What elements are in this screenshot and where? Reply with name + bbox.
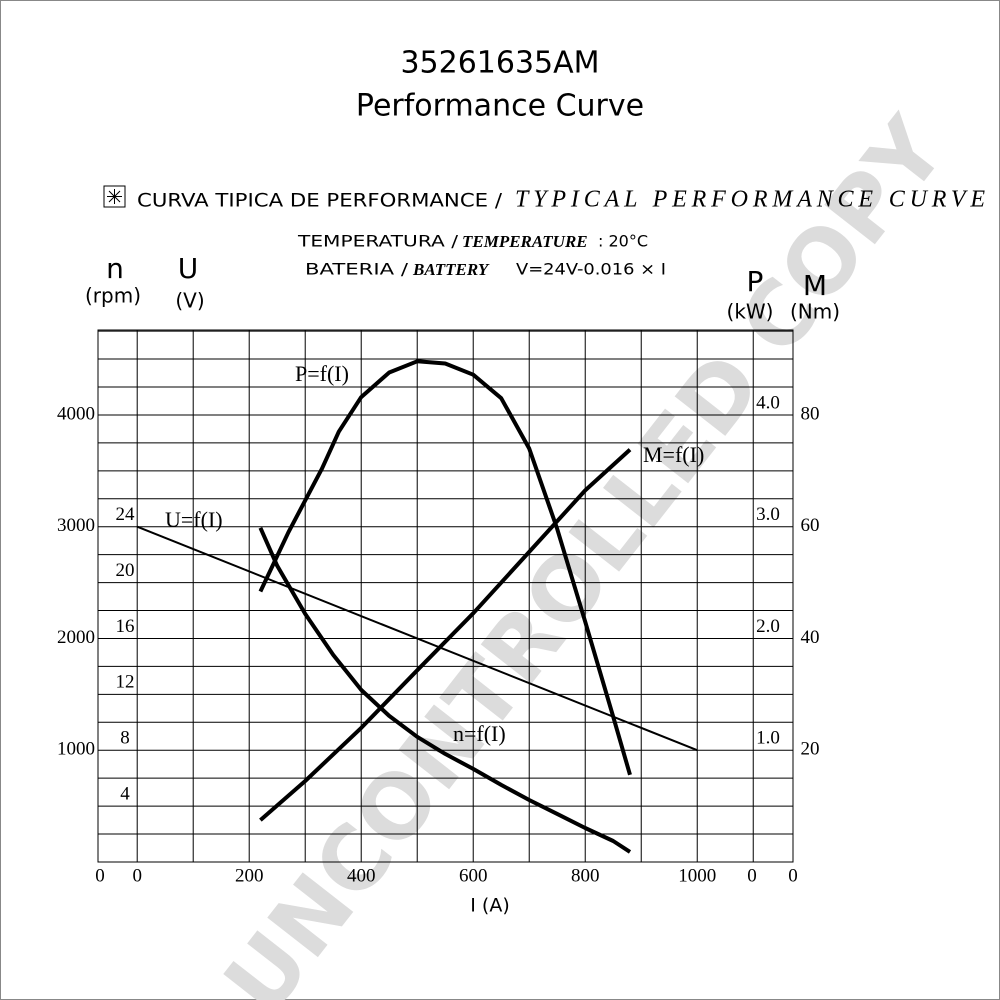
x-tick-label: 200 — [235, 865, 264, 886]
y-tick-label: 24 — [116, 504, 136, 525]
x-tick-label: 400 — [347, 865, 376, 886]
y-tick-label: 0 — [95, 865, 105, 886]
y-tick-label: 80 — [801, 403, 820, 424]
y-tick-label: 40 — [801, 627, 820, 648]
curve-label: U=f(I) — [165, 507, 223, 532]
curve — [258, 526, 632, 854]
battery-value: V=24V-0.016 × I — [516, 260, 666, 279]
y-tick-label: 3000 — [57, 515, 95, 536]
curve — [258, 359, 632, 776]
y-tick-label: 0 — [788, 865, 798, 886]
axis-unit: (kW) — [727, 300, 774, 324]
x-tick-label: 600 — [459, 865, 488, 886]
axis-name: M — [803, 269, 827, 302]
header-spanish: CURVA TIPICA DE PERFORMANCE / — [137, 190, 503, 212]
y-tick-label: 60 — [801, 515, 820, 536]
y-tick-label: 4000 — [57, 403, 95, 424]
chart-subtitle: Performance Curve — [356, 89, 644, 124]
y-tick-label: 12 — [116, 672, 135, 693]
y-tick-label: 4 — [120, 783, 130, 804]
x-tick-label: 0 — [132, 865, 142, 886]
battery-es: BATERIA / — [305, 260, 409, 279]
y-tick-label: 20 — [116, 560, 135, 581]
asterisk-box — [103, 185, 126, 208]
y-tick-label: 3.0 — [756, 504, 780, 525]
temperature-en: TEMPERATURE — [462, 232, 588, 251]
axis-name: P — [747, 265, 764, 298]
axis-name: U — [178, 252, 199, 285]
curve — [136, 525, 698, 752]
x-tick-label: 800 — [571, 865, 600, 886]
battery-en: BATTERY — [412, 260, 490, 279]
y-tick-label: 0 — [747, 865, 757, 886]
y-tick-label: 4.0 — [756, 392, 780, 413]
axis-unit: (Nm) — [790, 300, 840, 324]
chart-title: 35261635AM — [400, 46, 599, 81]
axis-unit: (V) — [175, 289, 204, 313]
y-tick-label: 16 — [116, 616, 135, 637]
x-tick-label: 1000 — [678, 865, 716, 886]
y-tick-label: 2000 — [57, 627, 95, 648]
curve-label: n=f(I) — [453, 721, 506, 746]
y-tick-label: 20 — [801, 739, 820, 760]
y-tick-label: 8 — [120, 728, 130, 749]
curve-label: M=f(I) — [643, 442, 704, 467]
temperature-value: : 20°C — [598, 232, 648, 251]
asterisk — [107, 189, 122, 204]
axis-name: n — [106, 252, 124, 285]
curve — [259, 448, 632, 822]
y-tick-label: 1.0 — [756, 728, 780, 749]
x-axis-label: I (A) — [470, 895, 509, 917]
axis-unit: (rpm) — [85, 284, 141, 308]
temperature-es: TEMPERATURA / — [297, 232, 459, 251]
curve-label: P=f(I) — [295, 361, 349, 386]
y-tick-label: 2.0 — [756, 616, 780, 637]
y-tick-label: 1000 — [57, 739, 95, 760]
